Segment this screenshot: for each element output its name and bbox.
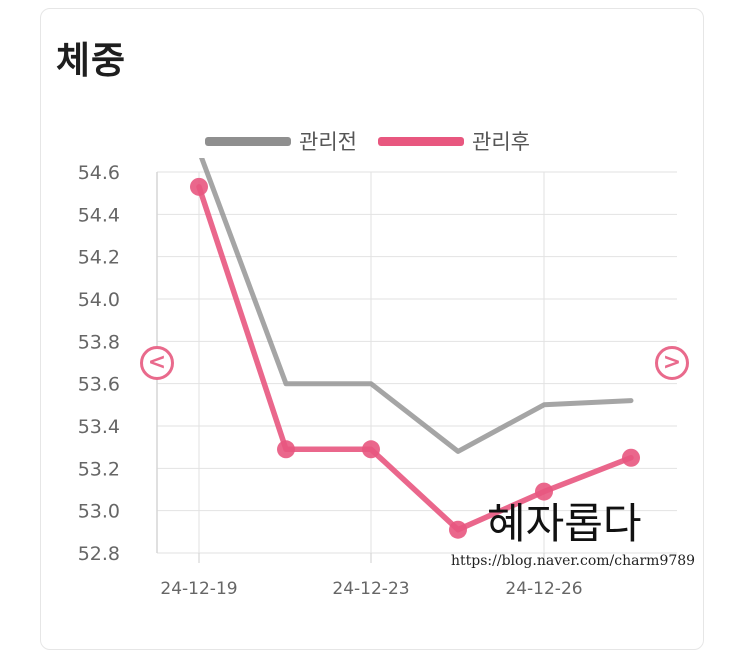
x-tick-label: 24-12-26: [505, 579, 582, 599]
series-line-after: [196, 184, 634, 533]
y-tick-label: 53.4: [78, 416, 120, 438]
y-tick-label: 54.0: [78, 289, 120, 311]
y-tick-label: 53.0: [78, 501, 120, 523]
data-point-after: [535, 482, 553, 501]
chevron-right-icon: >: [662, 350, 682, 375]
data-point-after: [190, 177, 208, 196]
x-tick-label: 24-12-19: [160, 579, 237, 599]
y-tick-label: 53.6: [78, 374, 120, 396]
chart-card: [40, 8, 704, 650]
data-point-after: [277, 440, 295, 459]
legend-swatch-after: [378, 136, 464, 146]
legend: 관리전 관리후: [0, 126, 743, 156]
data-point-after: [622, 448, 640, 467]
series-line-before: [199, 158, 634, 454]
legend-swatch-before: [205, 136, 291, 146]
watermark-url: https://blog.naver.com/charm9789: [451, 553, 696, 569]
line-chart: 54.6 54.4 54.2 54.0 53.8 53.6 53.4 53.2 53.0 52.8…: [78, 158, 677, 599]
watermark-title: 혜자롭다: [487, 499, 642, 548]
y-tick-label: 54.6: [78, 162, 120, 184]
chart-title: 체중: [56, 39, 127, 82]
legend-label-after: 관리후: [472, 130, 530, 154]
y-tick-label: 54.4: [78, 204, 120, 226]
legend-item-before[interactable]: 관리전: [205, 126, 357, 156]
legend-item-after[interactable]: 관리후: [378, 126, 530, 156]
prev-page-button[interactable]: <: [140, 346, 174, 380]
y-tick-label: 54.2: [78, 247, 120, 269]
data-point-after: [362, 440, 380, 459]
legend-label-before: 관리전: [299, 130, 357, 154]
next-page-button[interactable]: >: [655, 346, 689, 380]
data-point-after: [449, 520, 467, 539]
y-tick-label: 53.8: [78, 331, 120, 353]
y-tick-label: 52.8: [78, 543, 120, 565]
chevron-left-icon: <: [147, 350, 167, 375]
y-tick-label: 53.2: [78, 458, 120, 480]
x-tick-label: 24-12-23: [332, 579, 409, 599]
